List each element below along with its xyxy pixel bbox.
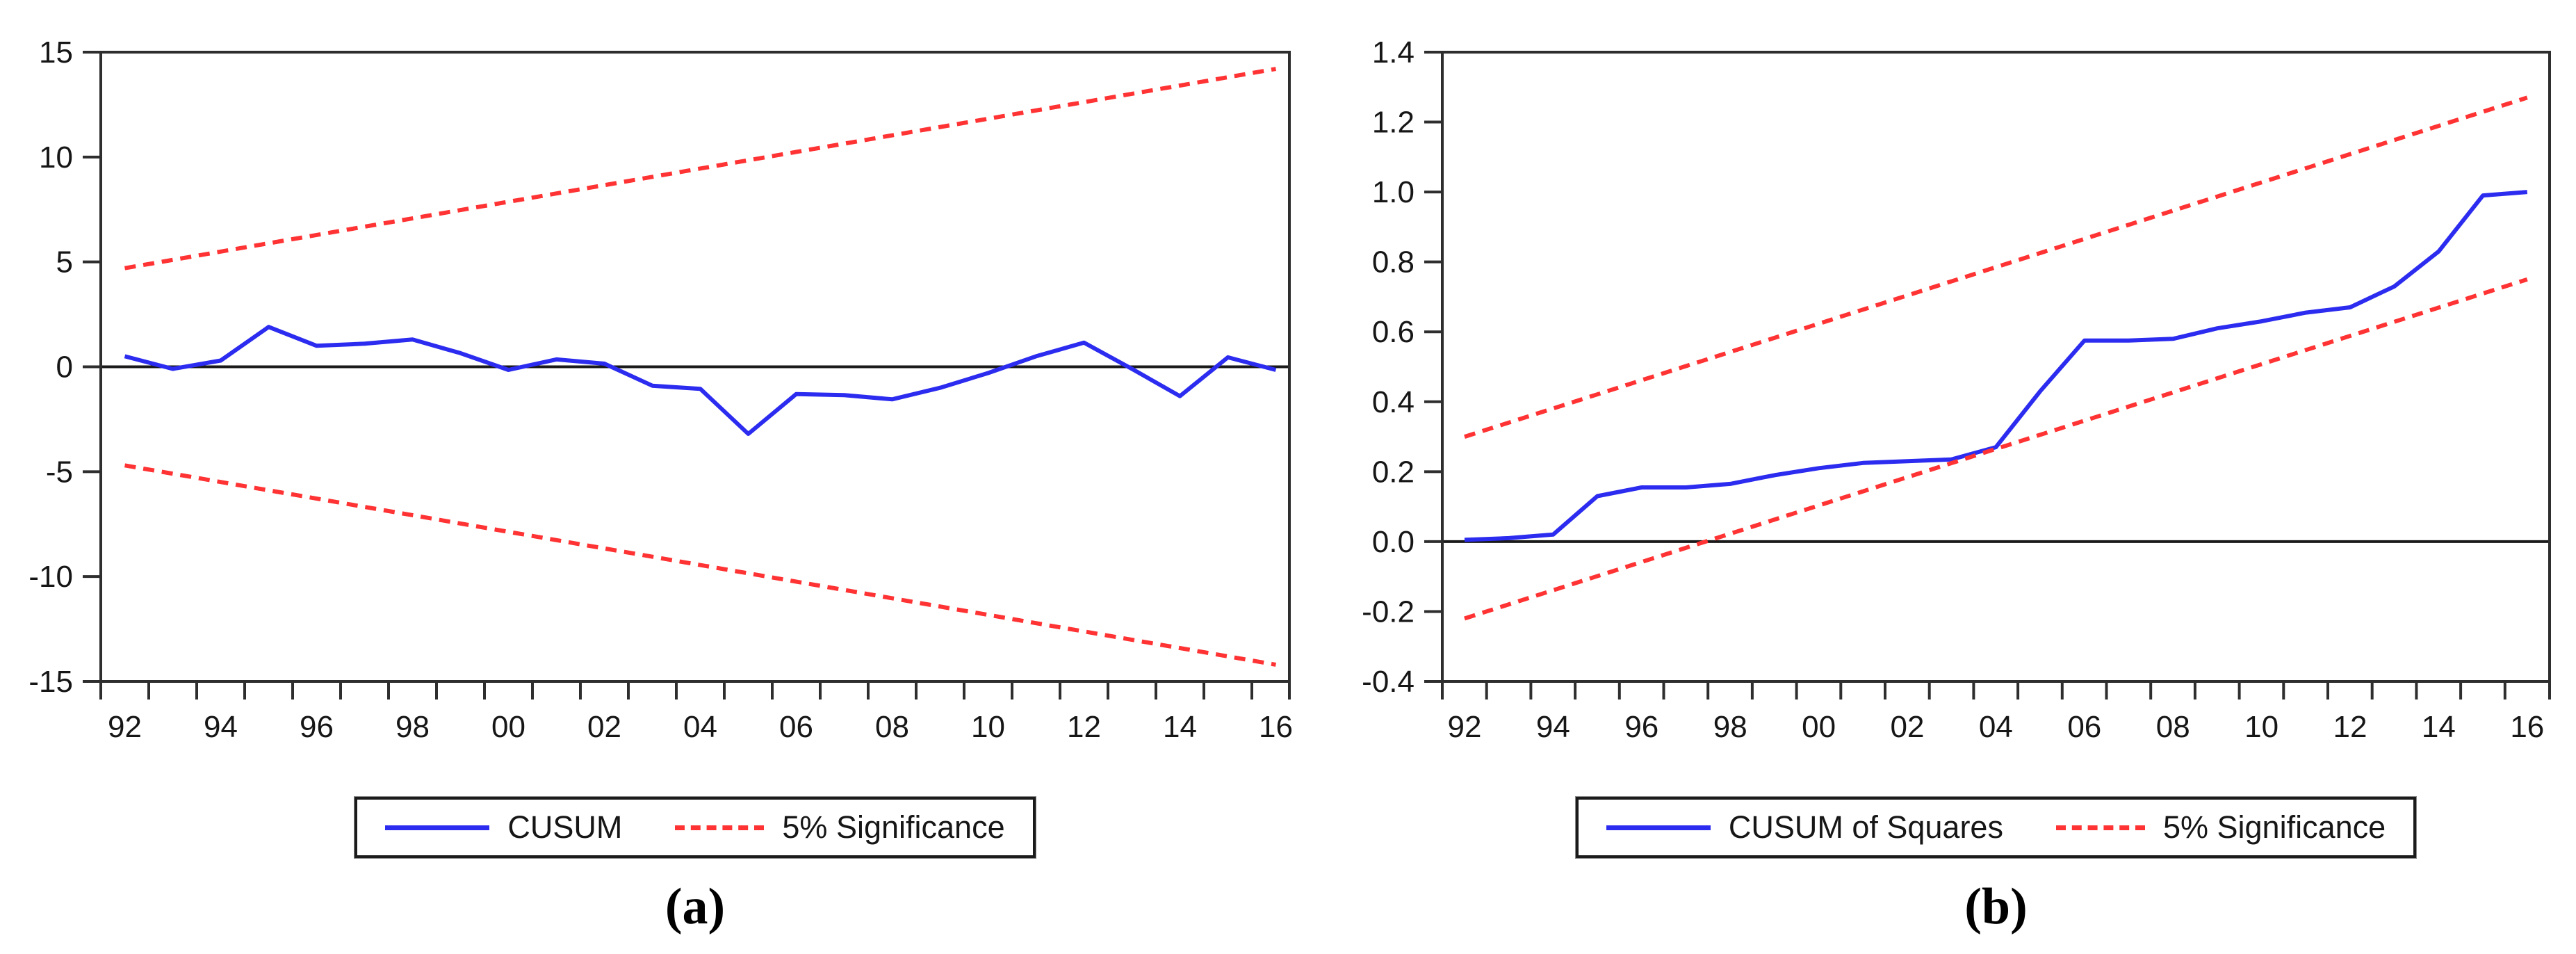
caption-panel-b: (b)	[1964, 878, 2028, 935]
cusum-squares-line-swatch-icon	[1606, 825, 1711, 830]
cusum-series-line	[1464, 190, 2528, 542]
x-axis-tick-label: 00	[1802, 710, 1836, 744]
x-axis-tick-label: 14	[2422, 710, 2456, 744]
x-axis-tick-label: 16	[2510, 710, 2544, 744]
x-axis-tick-label: 10	[2244, 710, 2279, 744]
x-axis-tick-label: 92	[1448, 710, 1482, 744]
x-axis-tick-label: 04	[1979, 710, 2013, 744]
legend-entry-cusum-squares: CUSUM of Squares	[1606, 809, 2003, 846]
legend-label-significance-a: 5% Significance	[782, 809, 1005, 845]
y-axis-tick-label: 0.8	[1372, 245, 1415, 280]
x-axis-tick-label: 06	[779, 710, 813, 744]
legend-box-b: CUSUM of Squares 5% Significance	[1574, 796, 2418, 859]
y-axis-tick-label: 0	[56, 350, 73, 385]
y-axis-tick-label: 15	[39, 35, 73, 70]
x-axis-tick-label: 02	[587, 710, 621, 744]
x-axis-tick-label: 14	[1163, 710, 1197, 744]
x-axis-tick-label: 96	[300, 710, 334, 744]
y-axis-tick-label: 10	[39, 140, 73, 175]
y-axis-tick-label: -5	[46, 455, 73, 489]
y-axis-tick-label: 1.0	[1372, 175, 1415, 209]
significance-band-line	[124, 463, 1277, 667]
y-axis-tick-label: -0.4	[1362, 665, 1415, 699]
chart-panel-b: 1.4 1.2 1.0 0.8 0.6 0.4 0.2 0.0 -0.2 -0.4 92 94 96 98…	[1362, 35, 2551, 744]
x-axis-tick-label: 06	[2067, 710, 2101, 744]
x-axis-tick-label: 96	[1624, 710, 1658, 744]
plot-frame	[1441, 51, 2551, 683]
significance-band-line	[1464, 277, 2528, 621]
legend-panel-b: CUSUM of Squares 5% Significance	[1442, 796, 2550, 859]
caption-panel-a: (a)	[665, 878, 726, 935]
x-axis-tick-label: 94	[1536, 710, 1570, 744]
legend-label-significance-b: 5% Significance	[2162, 809, 2386, 845]
significance-band-line	[124, 67, 1277, 270]
x-axis-tick-label: 12	[2333, 710, 2367, 744]
cusum-line-swatch-icon	[385, 825, 490, 830]
legend-entry-significance-a: 5% Significance	[675, 809, 1005, 846]
y-axis-tick-label: 0.6	[1372, 315, 1415, 349]
x-axis-tick-label: 98	[396, 710, 430, 744]
significance-line-swatch-icon	[675, 825, 765, 830]
x-axis-tick-label: 94	[204, 710, 238, 744]
legend-panel-a: CUSUM 5% Significance	[101, 796, 1289, 859]
x-axis-tick-label: 04	[683, 710, 717, 744]
y-axis-tick-label: 1.4	[1372, 35, 1415, 70]
y-axis-tick-label: 0.4	[1372, 385, 1415, 419]
legend-label-cusum-squares: CUSUM of Squares	[1728, 809, 2003, 845]
charts-canvas: 15 10 5 0 -5 -10 -15 92 94 96 98 00 02 04 06 08 10 12 14 16…	[28, 35, 2551, 744]
significance-band-line	[1464, 95, 2528, 439]
y-axis-tick-label: 1.2	[1372, 106, 1415, 140]
x-axis-tick-label: 02	[1891, 710, 1925, 744]
y-axis-tick-label: -10	[28, 560, 73, 594]
cusum-series-line	[124, 325, 1277, 436]
x-axis-tick-label: 00	[491, 710, 525, 744]
x-axis-tick-label: 16	[1259, 710, 1293, 744]
legend-label-cusum: CUSUM	[507, 809, 623, 845]
y-axis-tick-label: 5	[56, 245, 73, 280]
y-axis-tick-label: 0.2	[1372, 455, 1415, 489]
x-axis-tick-label: 08	[875, 710, 909, 744]
y-axis-tick-label: -0.2	[1362, 595, 1415, 629]
x-axis-tick-label: 12	[1067, 710, 1101, 744]
x-axis-tick-label: 98	[1713, 710, 1747, 744]
legend-box-a: CUSUM 5% Significance	[354, 796, 1036, 859]
legend-entry-cusum: CUSUM	[385, 809, 622, 846]
x-axis-tick-label: 08	[2156, 710, 2190, 744]
x-axis-tick-label: 10	[971, 710, 1005, 744]
y-axis-tick-label: 0.0	[1372, 525, 1415, 559]
y-axis-tick-label: -15	[28, 665, 73, 699]
x-axis-tick-label: 92	[108, 710, 142, 744]
chart-panel-a: 15 10 5 0 -5 -10 -15 92 94 96 98 00 02 04 06 08 10 12 14 16	[28, 35, 1293, 744]
significance-line-swatch-icon-b	[2055, 825, 2145, 830]
legend-entry-significance-b: 5% Significance	[2055, 809, 2386, 846]
